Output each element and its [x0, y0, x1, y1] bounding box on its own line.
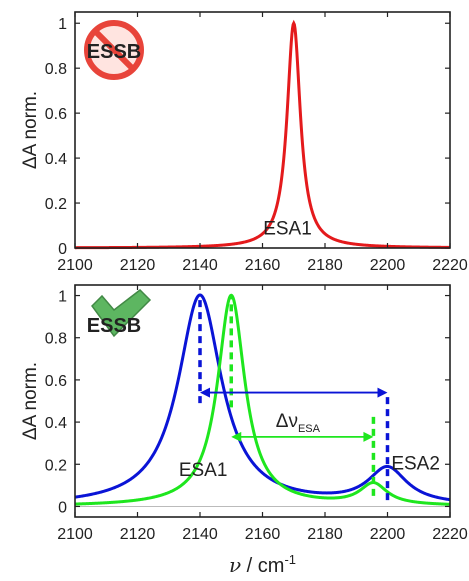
checkmark-icon [91, 289, 152, 338]
x-axis-label: ν / cm-1 [229, 552, 296, 577]
essb-badge-prohibited: ESSB [84, 20, 144, 80]
y-tick-label: 0.6 [45, 373, 67, 390]
bottom-y-axis-label: ΔA norm. [20, 362, 41, 440]
x-tick-label: 2180 [307, 526, 343, 543]
x-tick-label: 2120 [120, 526, 156, 543]
y-tick-label: 0.2 [45, 196, 67, 213]
series-line-2 [74, 293, 451, 506]
x-axis-label-symbol: ν [229, 553, 241, 577]
x-tick-label: 2140 [182, 257, 218, 274]
y-tick-label: 0.4 [45, 151, 67, 168]
delta-nu-esa-label: ΔνESA [276, 411, 321, 435]
bottom-annotations: ESA1 ESA2 [179, 454, 440, 481]
essb-badge-checked: ESSB [87, 289, 152, 338]
bottom-x-ticks: 2100 2120 2140 2160 2180 2200 2220 [57, 285, 468, 543]
y-tick-label: 1 [58, 289, 67, 306]
annotation-esa1: ESA1 [179, 460, 228, 481]
y-tick-label: 0.8 [45, 331, 67, 348]
essb-badge-text: ESSB [87, 315, 141, 337]
x-tick-label: 2120 [120, 257, 156, 274]
essb-badge-text: ESSB [87, 41, 141, 63]
series-line-1 [74, 293, 451, 502]
x-tick-label: 2180 [307, 257, 343, 274]
top-y-axis-label: ΔA norm. [20, 91, 41, 169]
top-annotations: ESA1 [263, 219, 312, 240]
top-panel: 2100 2120 2140 2160 2180 2200 2220 00.20.40.60… [20, 11, 468, 274]
bottom-y-ticks: 0 0.2 0.4 0.6 0.8 1 [45, 289, 450, 516]
x-tick-label: 2160 [245, 526, 281, 543]
top-y-ticks: 0 0.2 0.4 0.6 0.8 1 [45, 16, 450, 258]
delta-nu-subscript: ESA [298, 423, 321, 435]
bottom-shift-arrows [200, 387, 388, 442]
y-tick-label: 1 [58, 16, 67, 33]
x-tick-label: 2100 [57, 526, 93, 543]
y-tick-label: 0.8 [45, 61, 67, 78]
top-x-ticks: 2100 2120 2140 2160 2180 2200 2220 [57, 12, 468, 274]
arrow-head-right [363, 431, 374, 442]
annotation-esa2: ESA2 [391, 454, 440, 475]
y-tick-label: 0.6 [45, 106, 67, 123]
bottom-panel: 2100 2120 2140 2160 2180 2200 2220 00.20.40.60… [20, 284, 468, 577]
x-tick-label: 2160 [245, 257, 281, 274]
x-tick-label: 2200 [370, 526, 406, 543]
x-axis-label-exponent: -1 [284, 552, 296, 567]
arrow-head-left [200, 387, 210, 398]
x-tick-label: 2220 [432, 257, 468, 274]
y-tick-label: 0 [58, 499, 67, 516]
y-tick-label: 0.2 [45, 457, 67, 474]
annotation-esa1: ESA1 [263, 219, 312, 240]
bottom-series-group [74, 293, 451, 506]
prohibited-icon [84, 20, 144, 80]
x-tick-label: 2140 [182, 526, 218, 543]
x-tick-label: 2220 [432, 526, 468, 543]
x-tick-label: 2100 [57, 257, 93, 274]
arrow-head-right [377, 387, 388, 398]
bottom-peak-markers [198, 295, 390, 501]
delta-nu-symbol: Δν [276, 411, 298, 432]
x-axis-label-unit: / cm [241, 555, 284, 577]
y-tick-label: 0.4 [45, 415, 67, 432]
arrow-head-left [231, 431, 242, 442]
x-tick-label: 2200 [370, 257, 406, 274]
y-tick-label: 0 [58, 241, 67, 258]
